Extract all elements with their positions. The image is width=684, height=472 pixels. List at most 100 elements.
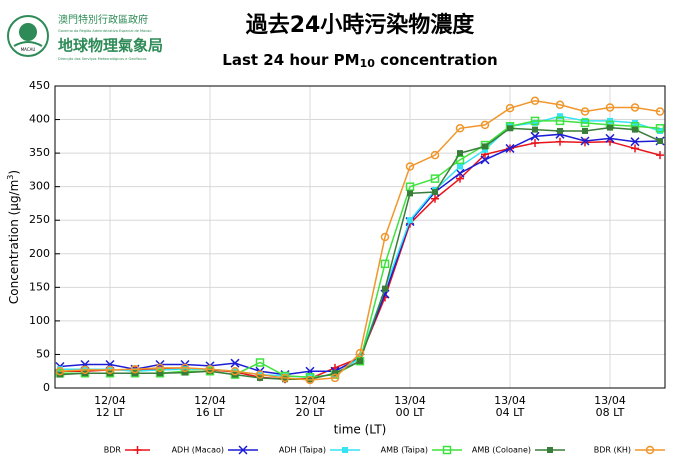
marker-shape [580,118,590,128]
data-point [655,124,665,133]
marker-shape [580,107,590,116]
marker-shape [407,190,413,197]
data-point [580,107,590,116]
data-point [405,182,415,191]
marker-shape [507,125,513,132]
marker-shape [157,370,163,377]
y-tick-label: 450 [29,79,50,92]
marker-shape [407,217,413,224]
subtitle-part: concentration [375,51,498,69]
data-point [656,151,664,160]
x-tick-label: 12 LT [96,406,125,419]
marker-shape [230,366,240,376]
marker-stroke [530,131,540,141]
data-point [355,356,365,366]
marker-shape [455,124,465,133]
marker-shape [282,376,288,383]
marker-shape [430,150,440,160]
subtitle-part: Last 24 hour PM [222,51,359,69]
marker-shape [130,364,140,374]
subtitle-subscript: 10 [360,57,376,70]
data-point [532,119,538,126]
logo: MACAU [7,15,49,57]
x-tick-date: 13/04 [594,394,626,407]
marker-shape [405,162,415,171]
legend-label: AMB (Coloane) [472,446,531,455]
marker-stroke [605,133,615,143]
data-point [207,368,213,375]
data-point [630,137,640,147]
marker-shape [530,96,540,106]
marker-shape [582,117,588,124]
data-point [430,174,440,183]
marker-stroke [630,137,640,147]
marker-shape [80,365,90,375]
x-tick-date: 13/04 [394,394,426,407]
y-label-part: Concentration (μg/m [7,180,21,304]
x-tick-label: 08 LT [596,406,625,419]
legend-label: BDR (KH) [594,446,631,455]
marker-shape [382,285,388,292]
data-point [632,126,638,133]
data-point [482,143,488,150]
x-tick-label: 20 LT [296,406,325,419]
data-point [507,125,513,132]
data-point [530,96,540,106]
data-point [580,136,590,146]
data-point [505,103,515,113]
data-point [382,285,388,292]
data-point [230,358,240,368]
org-line: 澳門特別行政區政府 [58,13,148,26]
y-tick-label: 0 [43,381,50,394]
logo-text: MACAU [21,47,36,52]
series-line [59,99,661,381]
marker-shape [180,363,190,373]
data-point [155,363,165,373]
y-tick-label: 400 [29,113,50,126]
legend-label: BDR [104,446,122,455]
data-point [230,366,240,376]
series-line [59,133,661,376]
marker-shape [432,189,438,196]
marker-shape [155,363,165,373]
data-point [657,127,663,134]
data-point [530,116,540,126]
data-point [80,365,90,375]
data-point [205,364,215,374]
data-point [482,146,488,153]
legend-label: ADH (Macao) [172,446,224,455]
marker-shape [645,445,655,455]
data-point [557,127,563,134]
data-point [657,138,663,145]
marker-stroke [480,155,490,165]
marker-shape [182,369,188,376]
data-point [580,118,590,128]
x-tick-label: 04 LT [496,406,525,419]
marker-shape [182,366,188,373]
legend-marker [645,445,655,455]
y-axis-label: Concentration (μg/m3) [6,170,21,304]
marker-shape [330,373,340,383]
org-sub: Governo da Região Administrativa Especia… [58,29,151,33]
x-tick-date: 12/04 [94,394,126,407]
marker-shape [380,259,390,269]
chart-title: 過去24小時污染物濃度 [246,12,476,38]
marker-shape [280,373,290,383]
legend-marker [547,447,553,453]
marker-shape [355,356,365,366]
data-point [582,117,588,124]
data-point [380,259,390,269]
data-point [556,137,564,146]
marker-stroke [580,136,590,146]
marker-shape [532,119,538,126]
data-point [456,174,464,183]
marker-shape [457,163,463,170]
marker-shape [380,232,390,242]
x-axis-label: time (LT) [334,423,387,437]
data-point [531,139,539,148]
marker-shape [657,127,663,134]
data-point [182,366,188,373]
data-point [480,120,490,130]
data-point [282,376,288,383]
